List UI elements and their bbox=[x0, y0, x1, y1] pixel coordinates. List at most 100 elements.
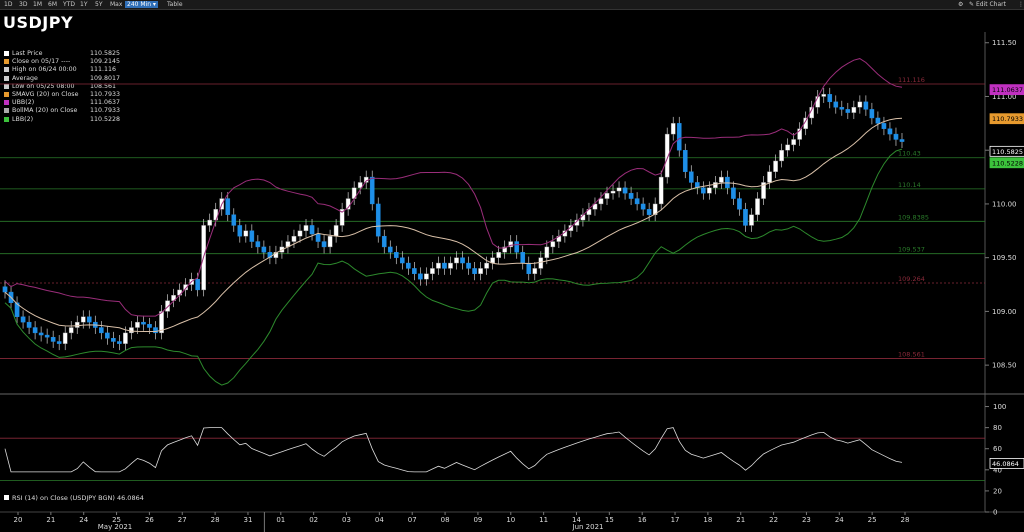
candle-body bbox=[893, 133, 899, 140]
range-max-button[interactable]: Max bbox=[110, 1, 123, 8]
candle-body bbox=[773, 160, 778, 172]
x-tick-label: 01 bbox=[276, 516, 285, 524]
legend-label: SMAVG (20) on Close bbox=[12, 90, 79, 98]
candle-body bbox=[309, 225, 315, 235]
range-ytd-button[interactable]: YTD bbox=[63, 1, 75, 8]
candle-body bbox=[183, 284, 188, 291]
candle-body bbox=[135, 321, 140, 328]
sma-line bbox=[4, 117, 903, 332]
candle-body bbox=[664, 133, 670, 178]
candle-body bbox=[484, 262, 489, 269]
candle-body bbox=[74, 321, 80, 328]
legend-row: SMAVG (20) on Close 110.7933 bbox=[4, 91, 124, 99]
candle-body bbox=[749, 214, 754, 226]
candle-body bbox=[424, 273, 429, 280]
candle-body bbox=[339, 209, 345, 226]
rsi-tick-label: 60 bbox=[993, 445, 1002, 453]
legend-value: 109.2145 bbox=[90, 58, 121, 66]
candle-body bbox=[514, 241, 520, 253]
candle-body bbox=[80, 316, 86, 323]
candle-body bbox=[785, 144, 790, 151]
candle-body bbox=[502, 246, 507, 253]
legend-row: Close on 05/17 ---- 109.2145 bbox=[4, 58, 124, 66]
legend-row: High on 06/24 00:00 111.116 bbox=[4, 66, 124, 74]
x-month-label: Jun 2021 bbox=[572, 523, 604, 531]
x-tick-label: 24 bbox=[835, 516, 844, 524]
range-3d-button[interactable]: 3D bbox=[19, 1, 28, 8]
legend-row: UBB(2) 111.0637 bbox=[4, 99, 124, 107]
x-tick-label: 09 bbox=[473, 516, 482, 524]
candle-body bbox=[520, 252, 526, 264]
table-button[interactable]: Table bbox=[167, 1, 183, 8]
x-tick-label: 21 bbox=[736, 516, 745, 524]
candle-body bbox=[14, 302, 20, 317]
x-tick-label: 04 bbox=[375, 516, 384, 524]
more-icon[interactable]: ⋮ bbox=[1018, 1, 1024, 8]
interval-dropdown[interactable]: 240 Min ▾ bbox=[125, 1, 158, 8]
legend-value: 109.8017 bbox=[90, 74, 121, 82]
legend-row: Average 109.8017 bbox=[4, 75, 124, 83]
candle-body bbox=[652, 203, 658, 215]
rsi-value-label: 46.0864 bbox=[992, 460, 1019, 468]
legend-row: BollMA (20) on Close 110.7933 bbox=[4, 107, 124, 115]
rsi-value-tag bbox=[989, 457, 1024, 469]
x-tick-label: 24 bbox=[79, 516, 88, 524]
candle-body bbox=[628, 192, 634, 199]
candle-body bbox=[32, 327, 38, 334]
reference-line-label: 111.116 bbox=[898, 76, 925, 84]
candle-body bbox=[634, 198, 640, 205]
chart-toolbar: 1D 3D 1M 6M YTD 1Y 5Y Max 240 Min ▾ Tabl… bbox=[0, 0, 1024, 10]
candle-body bbox=[532, 268, 538, 274]
range-1d-button[interactable]: 1D bbox=[4, 1, 13, 8]
candle-body bbox=[688, 171, 694, 183]
x-tick-label: 07 bbox=[408, 516, 417, 524]
range-5y-button[interactable]: 5Y bbox=[95, 1, 103, 8]
candle-body bbox=[899, 139, 905, 142]
candle-body bbox=[466, 262, 471, 269]
x-tick-label: 10 bbox=[506, 516, 515, 524]
candle-body bbox=[147, 324, 152, 328]
candle-body bbox=[538, 257, 544, 269]
candle-body bbox=[731, 187, 736, 199]
x-month-label: May 2021 bbox=[98, 523, 133, 531]
candle-body bbox=[394, 252, 399, 258]
y-tick-label: 108.50 bbox=[992, 362, 1017, 370]
candle-body bbox=[526, 262, 532, 274]
candle-body bbox=[291, 235, 297, 242]
candle-body bbox=[604, 192, 610, 199]
range-1m-button[interactable]: 1M bbox=[33, 1, 42, 8]
candle-body bbox=[129, 327, 134, 334]
candle-body bbox=[231, 214, 237, 226]
candle-body bbox=[333, 225, 339, 237]
legend-label: Low on 05/25 08:00 bbox=[12, 82, 75, 90]
range-6m-button[interactable]: 6M bbox=[48, 1, 57, 8]
candle-body bbox=[640, 203, 646, 210]
pencil-icon: ✎ bbox=[969, 1, 975, 8]
price-tag bbox=[989, 84, 1024, 96]
legend-swatch bbox=[4, 51, 9, 56]
candle-body bbox=[237, 225, 243, 237]
candle-body bbox=[821, 94, 827, 97]
legend-value: 111.116 bbox=[90, 66, 117, 74]
settings-icon[interactable]: ⚙ bbox=[958, 1, 964, 8]
candle-body bbox=[676, 123, 682, 151]
candle-body bbox=[508, 241, 513, 248]
reference-line-label: 109.537 bbox=[898, 246, 925, 254]
candle-body bbox=[303, 225, 309, 232]
legend-swatch bbox=[4, 67, 9, 73]
range-1y-button[interactable]: 1Y bbox=[80, 1, 88, 8]
legend-label: Last Price bbox=[12, 50, 43, 57]
edit-chart-label: Edit Chart bbox=[975, 1, 1006, 8]
candle-body bbox=[381, 235, 387, 248]
candle-body bbox=[225, 198, 231, 215]
legend-value: 110.5228 bbox=[90, 115, 121, 123]
candle-body bbox=[845, 109, 851, 113]
reference-line-label: 110.14 bbox=[898, 181, 921, 189]
legend-label: LBB(2) bbox=[12, 115, 34, 123]
candle-body bbox=[44, 334, 50, 338]
edit-chart-button[interactable]: ✎ Edit Chart bbox=[969, 1, 1006, 8]
legend-swatch bbox=[4, 108, 9, 114]
rsi-tick-label: 0 bbox=[993, 509, 997, 517]
legend-value: 110.7933 bbox=[90, 107, 121, 115]
